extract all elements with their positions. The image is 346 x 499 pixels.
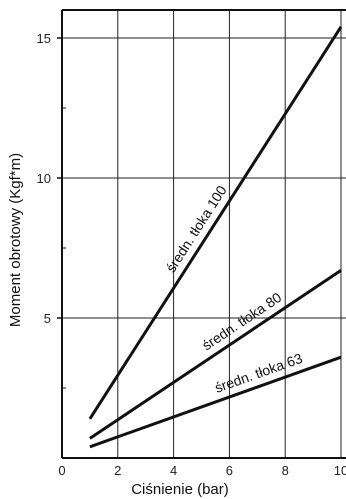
plot-frame: [57, 9, 346, 459]
x-tick-label: 8: [282, 463, 289, 478]
y-tick-label: 15: [37, 31, 51, 46]
y-tick-labels: 5 10 15: [37, 31, 51, 326]
series-label-1: średn. tłoka 80: [199, 289, 284, 353]
x-tick-label: 2: [114, 463, 121, 478]
x-tick-label: 10: [334, 463, 346, 478]
series-line-1: [89, 269, 342, 440]
y-axis-title: Moment obrotowy (Kgf*m): [7, 153, 24, 327]
series-label-0: średn. tłoka 100: [163, 182, 230, 275]
x-tick-label: 6: [226, 463, 233, 478]
y-tick-label: 5: [44, 311, 51, 326]
series-line-0: [88, 25, 343, 420]
grid: [62, 10, 346, 458]
x-tick-labels: 0 2 4 6 8 10: [58, 463, 346, 478]
y-tick-label: 10: [37, 171, 51, 186]
x-axis-title: Ciśnienie (bar): [131, 481, 229, 498]
x-tick-label: 0: [58, 463, 65, 478]
series-lines: [88, 25, 343, 449]
series-label-2: średn. tłoka 63: [213, 350, 305, 396]
series-line-2: [89, 355, 342, 449]
x-tick-label: 4: [170, 463, 177, 478]
